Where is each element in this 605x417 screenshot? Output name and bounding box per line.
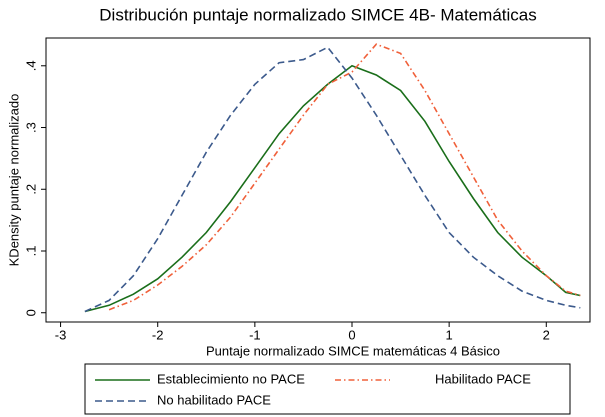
plot-frame <box>45 37 591 323</box>
line-series <box>84 46 581 313</box>
y-tick-label: .1 <box>23 246 38 257</box>
y-tick-label: 0 <box>23 309 38 316</box>
legend-label: Establecimiento no PACE <box>157 371 305 386</box>
line-series <box>108 43 581 311</box>
x-tick-label: 1 <box>446 327 453 342</box>
x-tick-label: -2 <box>152 327 164 342</box>
legend-box <box>84 363 571 415</box>
y-tick-label: .3 <box>23 122 38 133</box>
y-tick-label: .2 <box>23 184 38 195</box>
x-tick-label: 2 <box>543 327 550 342</box>
legend-label: No habilitado PACE <box>157 392 271 407</box>
chart-title: Distribución puntaje normalizado SIMCE 4… <box>99 5 536 24</box>
y-tick-label: .4 <box>23 60 38 71</box>
legend-label: Habilitado PACE <box>435 371 531 386</box>
x-tick-label: 0 <box>348 327 355 342</box>
x-tick-label: -1 <box>249 327 261 342</box>
x-tick-label: -3 <box>55 327 67 342</box>
line-series <box>84 64 581 313</box>
y-axis-label: KDensity puntaje normalizado <box>6 94 21 267</box>
x-axis-label: Puntaje normalizado SIMCE matemáticas 4 … <box>206 343 500 358</box>
